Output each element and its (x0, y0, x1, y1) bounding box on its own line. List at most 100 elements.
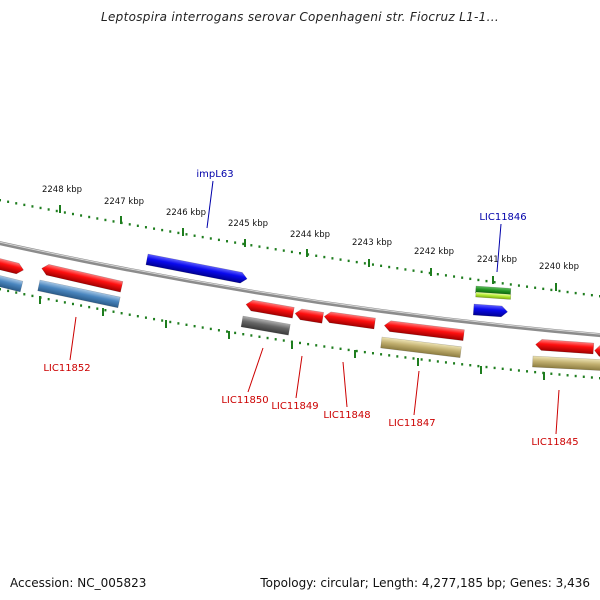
track-dot (217, 329, 220, 332)
gene-block-shape[interactable] (472, 303, 508, 318)
tick-label: 2245 kbp (228, 219, 268, 229)
track-dot (331, 257, 334, 260)
leader-line (342, 361, 348, 408)
track-dot (453, 362, 456, 365)
track-dot (509, 283, 512, 286)
gene-block[interactable] (475, 291, 512, 300)
label-leader-lines (69, 180, 560, 435)
track-dot (526, 370, 529, 373)
gene-label[interactable]: LIC11852 (43, 363, 90, 374)
track-dot (331, 346, 334, 349)
gene-block-shape[interactable] (475, 291, 512, 300)
tick-mark (244, 239, 246, 247)
gene-block[interactable] (380, 336, 462, 358)
gene-block[interactable] (41, 263, 124, 293)
track-dot (153, 317, 156, 321)
gene-block[interactable] (383, 320, 465, 341)
track-dot (250, 334, 253, 337)
gene-label[interactable]: LIC11847 (388, 418, 435, 429)
track-dot (339, 347, 342, 350)
gene-block[interactable] (532, 355, 600, 372)
gene-block[interactable] (323, 311, 376, 330)
track-dot (526, 285, 529, 288)
gene-block-shape[interactable] (0, 271, 24, 293)
track-dot (209, 327, 212, 331)
track-dot (242, 242, 245, 246)
track-dot (274, 338, 277, 341)
gene-block-shape[interactable] (37, 279, 121, 309)
tick-mark (120, 216, 122, 224)
gene-block[interactable] (245, 299, 295, 319)
track-dot (299, 341, 301, 345)
track-dot (177, 231, 180, 235)
track-dot (23, 203, 26, 207)
track-dot (242, 333, 245, 336)
gene-block-shape[interactable] (535, 339, 595, 355)
gene-label[interactable]: LIC11846 (479, 212, 526, 223)
gene-block[interactable] (535, 339, 595, 355)
gene-label[interactable]: LIC11849 (271, 401, 318, 412)
gene-label[interactable]: LIC11848 (323, 410, 370, 421)
gene-label[interactable]: LIC11845 (531, 437, 578, 448)
gene-block-shape[interactable] (240, 315, 291, 336)
gene-block[interactable] (145, 253, 248, 284)
track-dot (493, 281, 496, 284)
accession-text: Accession: NC_005823 (10, 576, 147, 590)
gene-block[interactable] (594, 345, 600, 358)
tick-label: 2246 kbp (166, 208, 206, 218)
gene-block-shape[interactable] (294, 308, 324, 324)
track-dot (128, 313, 131, 316)
leader-line (413, 370, 420, 416)
track-dot (185, 323, 188, 326)
tick-mark (368, 259, 370, 267)
track-dot (307, 253, 310, 256)
gene-block-shape[interactable] (323, 311, 376, 330)
tick-mark (543, 372, 545, 380)
genome-backbone (0, 241, 600, 338)
gene-block-shape[interactable] (532, 355, 600, 372)
track-dot (88, 215, 91, 219)
gene-block-shape[interactable] (594, 345, 600, 358)
track-dot (371, 263, 374, 266)
track-dot (363, 350, 366, 354)
track-dot (461, 276, 464, 279)
track-dot (266, 336, 269, 340)
track-dot (169, 320, 172, 324)
tick-label: 2244 kbp (290, 230, 330, 240)
track-dot (420, 270, 423, 274)
tick-label: 2241 kbp (477, 255, 517, 265)
track-dot (380, 353, 383, 356)
track-dot (136, 314, 139, 318)
gene-label[interactable]: LIC11850 (221, 395, 268, 406)
track-dot (461, 363, 464, 366)
genome-summary-text: Topology: circular; Length: 4,277,185 bp… (260, 576, 590, 590)
gene-block[interactable] (240, 315, 291, 336)
gene-block[interactable] (0, 271, 24, 293)
gene-label[interactable]: impL63 (196, 169, 233, 180)
gene-block-shape[interactable] (245, 299, 295, 319)
gene-block-shape[interactable] (0, 254, 25, 275)
gene-block[interactable] (0, 254, 25, 275)
gene-block-shape[interactable] (145, 253, 248, 284)
gene-block-shape[interactable] (383, 320, 465, 341)
gene-block[interactable] (37, 279, 121, 309)
tick-mark (182, 228, 184, 236)
track-dot (380, 264, 383, 268)
track-dot (258, 245, 261, 248)
gene-block[interactable] (294, 308, 324, 324)
track-dot (266, 246, 269, 250)
track-dot (161, 228, 164, 232)
leader-line (295, 355, 303, 399)
track-dot (412, 357, 415, 360)
genome-backbone-highlight (0, 241, 600, 335)
gene-block-shape[interactable] (380, 336, 462, 358)
tick-mark (291, 341, 293, 349)
gene-block[interactable] (472, 303, 508, 318)
track-dot (7, 200, 10, 203)
gene-block-shape[interactable] (41, 263, 124, 293)
track-dot (104, 308, 107, 312)
track-dot (436, 272, 439, 276)
tick-mark (102, 308, 104, 316)
